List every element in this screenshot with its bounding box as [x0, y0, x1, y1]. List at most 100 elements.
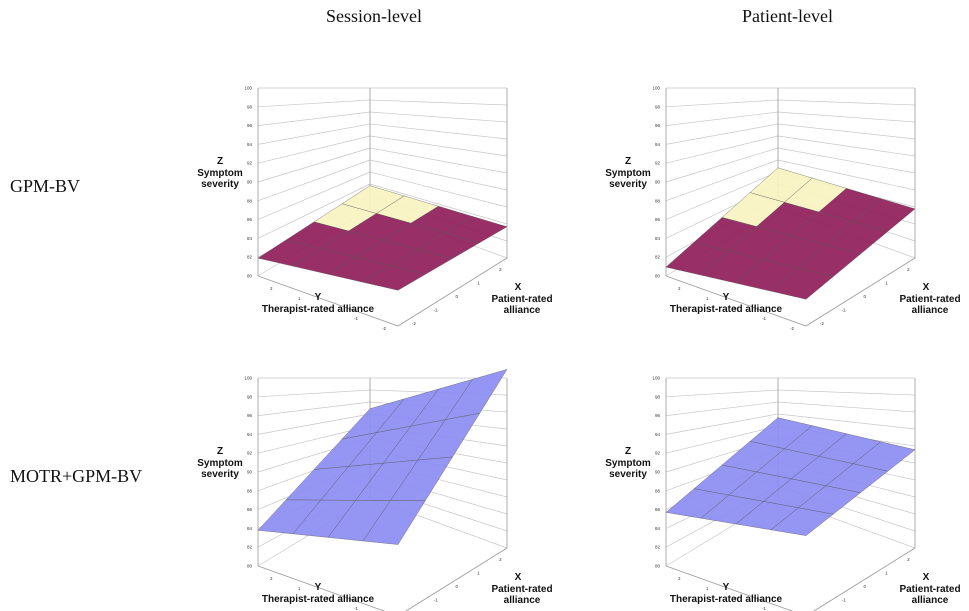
z-tick-label: 88 [247, 198, 253, 203]
x-axis-label: alliance [504, 595, 541, 606]
z-tick-label: 100 [244, 86, 252, 91]
z-tick-label: 90 [247, 470, 253, 475]
z-gridline-right [777, 111, 916, 123]
z-tick-label: 94 [655, 142, 661, 147]
z-tick-label: 90 [247, 180, 253, 185]
y-axis-letter: Y [315, 582, 322, 593]
z-gridline-right [369, 111, 508, 123]
z-axis-label: severity [609, 179, 647, 190]
z-gridline-left [665, 401, 779, 416]
z-tick-label: 88 [655, 198, 661, 203]
x-tick-label: -1 [434, 598, 438, 603]
z-axis-label: Symptom [605, 168, 651, 179]
y-tick-label: -2 [382, 326, 386, 331]
z-gridline-right [369, 183, 508, 225]
y-tick-label: -1 [354, 316, 358, 321]
x-tick-label: 2 [499, 557, 502, 562]
surface-patch [362, 265, 426, 291]
x-tick-label: -1 [434, 308, 438, 313]
z-axis-label: severity [609, 469, 647, 480]
surface-patch [770, 267, 834, 300]
x-tick-label: 2 [499, 267, 502, 272]
z-tick-label: 80 [655, 274, 661, 279]
surface [257, 369, 508, 545]
z-gridline-left [257, 389, 371, 398]
z-tick-label: 92 [655, 451, 661, 456]
z-tick-label: 80 [655, 564, 661, 569]
z-axis-label: Symptom [197, 458, 243, 469]
chart-panel-motr-patient: 80828486889092949698100210-1-2-2-1012ZSy… [598, 370, 968, 611]
z-axis-letter: Z [625, 446, 631, 457]
floor-edge [257, 547, 508, 611]
column-title-session: Session-level [326, 6, 422, 26]
x-tick-label: 0 [456, 294, 459, 299]
z-tick-label: 92 [247, 451, 253, 456]
z-gridline-left [665, 147, 779, 183]
z-axis-letter: Z [217, 156, 223, 167]
z-gridline-left [257, 159, 371, 202]
z-tick-label: 98 [655, 394, 661, 399]
z-axis-label: Symptom [197, 168, 243, 179]
z-gridline-left [665, 389, 779, 398]
z-gridline-right [777, 99, 916, 106]
y-tick-label: 2 [270, 286, 273, 291]
z-gridline-left [665, 135, 779, 164]
x-tick-label: -1 [842, 308, 846, 313]
x-axis-letter: X [923, 282, 930, 293]
z-tick-label: 82 [247, 545, 253, 550]
z-tick-label: 86 [655, 507, 661, 512]
z-tick-label: 98 [247, 104, 253, 109]
z-tick-label: 98 [655, 104, 661, 109]
z-tick-label: 98 [247, 394, 253, 399]
y-tick-label: 2 [678, 576, 681, 581]
x-tick-label: 2 [907, 557, 910, 562]
x-tick-label: 2 [907, 267, 910, 272]
x-tick-label: -2 [820, 321, 824, 326]
surface [257, 185, 508, 291]
y-tick-label: 2 [678, 286, 681, 291]
z-axis-label: severity [201, 469, 239, 480]
y-tick-label: -1 [354, 606, 358, 611]
z-tick-label: 94 [655, 432, 661, 437]
x-axis-letter: X [923, 572, 930, 583]
y-axis-letter: Y [315, 292, 322, 303]
z-axis-label: severity [201, 179, 239, 190]
row-title-motr-gpm-bv: MOTR+GPM-BV [10, 466, 143, 486]
y-axis-label: Therapist-rated alliance [670, 304, 783, 315]
z-tick-label: 88 [655, 488, 661, 493]
surface [665, 417, 916, 536]
z-tick-label: 92 [247, 161, 253, 166]
z-gridline-right [369, 123, 508, 140]
z-gridline-left [665, 123, 779, 145]
y-axis-label: Therapist-rated alliance [670, 594, 783, 605]
surface-plot: 80828486889092949698100210-1-2-2-1012ZSy… [605, 376, 961, 611]
z-gridline-right [369, 159, 508, 191]
z-tick-label: 100 [652, 376, 660, 381]
z-tick-label: 94 [247, 142, 253, 147]
surface-plot: 80828486889092949698100210-1-2-2-1012ZSy… [197, 86, 552, 332]
z-gridline-left [257, 183, 371, 239]
chart-panel-motr-session: 80828486889092949698100210-1-2-2-1012ZSy… [190, 369, 560, 611]
z-axis-label: Symptom [605, 458, 651, 469]
z-gridline-right [369, 135, 508, 157]
z-gridline-right [777, 123, 916, 140]
x-axis-label: alliance [504, 305, 541, 316]
z-tick-label: 84 [655, 236, 661, 241]
z-tick-label: 82 [655, 545, 661, 550]
y-tick-label: 2 [270, 576, 273, 581]
z-gridline-right [369, 171, 508, 208]
z-gridline-left [257, 111, 371, 126]
z-gridline-right [777, 147, 916, 174]
surface-plot: 80828486889092949698100210-1-2-2-1012ZSy… [197, 369, 553, 611]
z-tick-label: 90 [655, 180, 661, 185]
z-gridline-left [665, 425, 779, 454]
z-gridline-right [369, 99, 508, 106]
surface [665, 167, 916, 300]
x-tick-label: -2 [412, 321, 416, 326]
x-axis-label: Patient-rated [899, 294, 960, 305]
y-tick-label: -1 [762, 606, 766, 611]
z-tick-label: 96 [247, 413, 253, 418]
y-tick-label: -2 [790, 326, 794, 331]
surface-patch [770, 507, 834, 536]
x-tick-label: 1 [885, 570, 888, 575]
